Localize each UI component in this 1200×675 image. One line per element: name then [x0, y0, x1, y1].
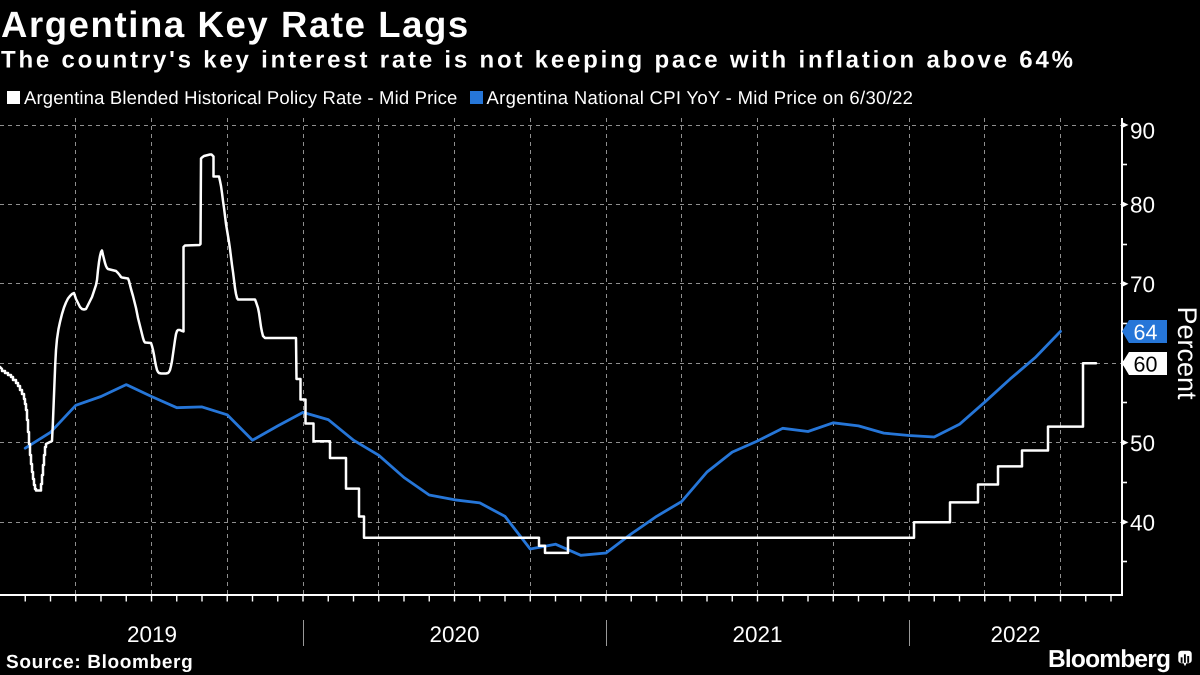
svg-text:The country's key interest rat: The country's key interest rate is not k… — [1, 47, 1076, 74]
svg-text:2020: 2020 — [429, 622, 479, 647]
svg-text:Argentina National CPI YoY - M: Argentina National CPI YoY - Mid Price o… — [487, 87, 914, 108]
svg-text:70: 70 — [1130, 272, 1155, 297]
svg-text:50: 50 — [1130, 431, 1155, 456]
svg-text:Percent: Percent — [1172, 306, 1200, 400]
svg-text:Bloomberg: Bloomberg — [1048, 646, 1170, 673]
svg-text:80: 80 — [1130, 193, 1155, 218]
svg-text:64: 64 — [1134, 321, 1158, 345]
svg-text:90: 90 — [1130, 119, 1155, 144]
svg-text:Argentina Key Rate Lags: Argentina Key Rate Lags — [1, 4, 470, 45]
svg-text:2019: 2019 — [127, 622, 177, 647]
svg-text:40: 40 — [1130, 510, 1155, 535]
svg-text:Argentina Blended Historical P: Argentina Blended Historical Policy Rate… — [24, 87, 457, 108]
svg-text:2021: 2021 — [732, 622, 782, 647]
svg-text:2022: 2022 — [990, 622, 1040, 647]
svg-text:Source: Bloomberg: Source: Bloomberg — [6, 652, 193, 673]
svg-text:60: 60 — [1134, 352, 1158, 376]
